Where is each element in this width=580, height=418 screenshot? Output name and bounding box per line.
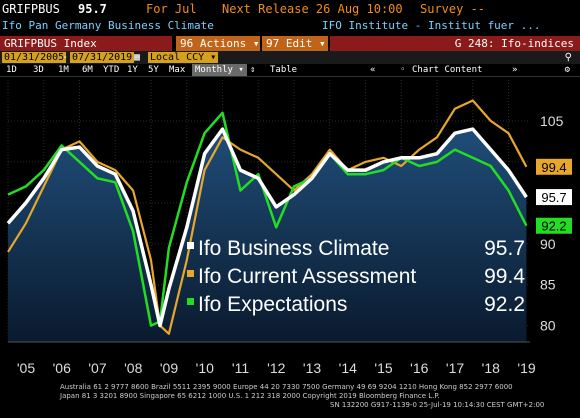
period-5y[interactable]: 5Y — [148, 65, 159, 75]
x-tick-label: '15 — [374, 360, 392, 376]
footer-line-2: Japan 81 3 3201 8900 Singapore 65 6212 1… — [60, 392, 440, 400]
period-max[interactable]: Max — [169, 65, 186, 75]
ticker-value: 95.7 — [78, 2, 107, 16]
period-1m[interactable]: 1M — [58, 65, 69, 75]
edit-menu[interactable]: 97 Edit ▾ — [266, 36, 326, 51]
period-controls: 1D 3D 1M 6M YTD 1Y 5Y Max Monthly ▾ ⇕ Ta… — [0, 64, 580, 77]
end-label-current-assessment: 99.4 — [536, 158, 572, 175]
x-tick-label: '08 — [124, 360, 142, 376]
date-range-bar: 01/31/2005 - 07/31/2019 ▦ Local CCY ▾ ⚲ — [0, 51, 580, 64]
footer-line-3: SN 132200 G917-1139-0 25-Jul-19 10:14:30… — [330, 401, 545, 409]
end-label-text: 95.7 — [541, 190, 566, 205]
current-assessment-line — [7, 99, 528, 335]
legend-item-expectations: Ifo Expectations 92.2 — [187, 293, 525, 316]
source-label: IFO Institute - Institut fuer ... — [322, 19, 541, 32]
caret-down-icon: ▾ — [252, 37, 260, 50]
page-label: G 248: Ifo-indices — [454, 37, 574, 50]
index-label[interactable]: GRIFPBUS Index — [4, 37, 97, 50]
expectations-line — [7, 111, 528, 327]
frequency-label: Monthly — [195, 65, 233, 75]
business-climate-area — [8, 129, 527, 342]
end-date-field[interactable]: 07/31/2019 — [70, 52, 135, 63]
footer-line-1: Australia 61 2 9777 8600 Brazil 5511 239… — [60, 383, 513, 391]
legend-item-business-climate: Ifo Business Climate 95.7 — [187, 237, 525, 260]
ticker-symbol[interactable]: GRIFPBUS — [2, 2, 60, 16]
end-value-labels: 95.7 99.4 92.2 — [536, 158, 572, 234]
actions-menu[interactable]: 96 Actions ▾ — [180, 36, 259, 51]
caret-down-icon: ▾ — [318, 37, 326, 50]
index-title: Ifo Pan Germany Business Climate — [2, 19, 214, 32]
end-label-box — [536, 217, 572, 234]
survey-label: Survey -- — [420, 2, 486, 16]
business-climate-line — [6, 127, 528, 328]
x-axis: '05 '06 '07 '08 '09 '10 '11 '12 '13 '14 '15 '16 '17 '… — [8, 341, 536, 376]
legend-value-current-assessment: 99.4 — [484, 265, 525, 288]
gear-icon[interactable]: ⚙ — [564, 65, 570, 75]
currency-select[interactable]: Local CCY ▾ — [148, 52, 219, 63]
collapse-icon[interactable]: « — [370, 65, 376, 75]
end-label-box — [536, 158, 572, 175]
toolbar: GRIFPBUS Index 96 Actions ▾ 97 Edit ▾ G … — [0, 36, 580, 51]
legend-swatch-expectations — [187, 298, 194, 305]
end-label-box — [536, 189, 572, 206]
ifo-chart: 95.7 99.4 92.2 80 85 90 105 '05 '06 '07 '08 '09 '1… — [6, 80, 572, 376]
legend-swatch-current-assessment — [187, 270, 194, 277]
y-tick-label: 85 — [540, 277, 556, 293]
legend-value-expectations: 92.2 — [484, 293, 525, 316]
expand-icon[interactable]: » — [512, 65, 518, 75]
x-tick-label: '12 — [267, 360, 285, 376]
edit-label: 97 Edit — [266, 37, 313, 50]
x-tick-label: '16 — [410, 360, 428, 376]
y-tick-label: 105 — [540, 113, 564, 129]
table-button[interactable]: Table — [270, 65, 298, 75]
end-label-business-climate: 95.7 — [536, 189, 572, 206]
x-tick-label: '18 — [482, 360, 500, 376]
start-date-field[interactable]: 01/31/2005 — [2, 52, 67, 63]
series-lines — [6, 99, 528, 335]
calendar-icon[interactable]: ▦ — [134, 52, 141, 63]
legend-label-expectations: Ifo Expectations — [198, 293, 347, 316]
currency-label: Local CCY — [150, 52, 205, 63]
period-ytd[interactable]: YTD — [103, 65, 120, 75]
period-6m[interactable]: 6M — [82, 65, 93, 75]
zoom-icon[interactable]: ⚲ — [564, 52, 572, 63]
next-release-label: Next Release 26 Aug 10:00 — [222, 2, 403, 16]
x-tick-label: '06 — [53, 360, 71, 376]
x-tick-label: '17 — [446, 360, 464, 376]
legend-label-current-assessment: Ifo Current Assessment — [198, 265, 416, 288]
chart-content-button[interactable]: Chart Content — [412, 65, 483, 75]
period-1y[interactable]: 1Y — [127, 65, 138, 75]
y-tick-label: 90 — [540, 236, 556, 252]
y-tick-label: 80 — [540, 318, 556, 334]
x-tick-label: '07 — [88, 360, 106, 376]
x-tick-label: '10 — [196, 360, 214, 376]
header-row-2: Ifo Pan Germany Business Climate IFO Ins… — [0, 18, 580, 34]
period-label: For Jul — [146, 2, 197, 16]
y-axis: 80 85 90 105 — [540, 113, 564, 334]
legend-label-business-climate: Ifo Business Climate — [198, 237, 389, 260]
x-tick-label: '11 — [232, 360, 249, 376]
table-icon[interactable]: ⇕ — [250, 65, 256, 75]
x-tick-label: '13 — [303, 360, 321, 376]
end-label-text: 92.2 — [541, 219, 566, 234]
period-1d[interactable]: 1D — [6, 65, 17, 75]
period-3d[interactable]: 3D — [33, 65, 44, 75]
x-tick-label: '14 — [339, 360, 357, 376]
x-tick-label: '09 — [160, 360, 178, 376]
legend: Ifo Business Climate 95.7 Ifo Current As… — [187, 237, 525, 316]
end-label-text: 99.4 — [541, 160, 566, 175]
frequency-select[interactable]: Monthly ▾ — [192, 64, 247, 76]
legend-swatch-business-climate — [187, 242, 194, 249]
actions-label: 96 Actions — [180, 37, 247, 50]
chart-content-icon: ◦ — [400, 65, 406, 75]
legend-value-business-climate: 95.7 — [484, 237, 525, 260]
end-label-expectations: 92.2 — [536, 217, 572, 234]
header-row-1: GRIFPBUS 95.7 For Jul Next Release 26 Au… — [0, 0, 580, 18]
legend-item-current-assessment: Ifo Current Assessment 99.4 — [187, 265, 525, 288]
x-tick-label: '19 — [517, 360, 535, 376]
x-tick-label: '05 — [17, 360, 35, 376]
footer: Australia 61 2 9777 8600 Brazil 5511 239… — [0, 383, 580, 418]
